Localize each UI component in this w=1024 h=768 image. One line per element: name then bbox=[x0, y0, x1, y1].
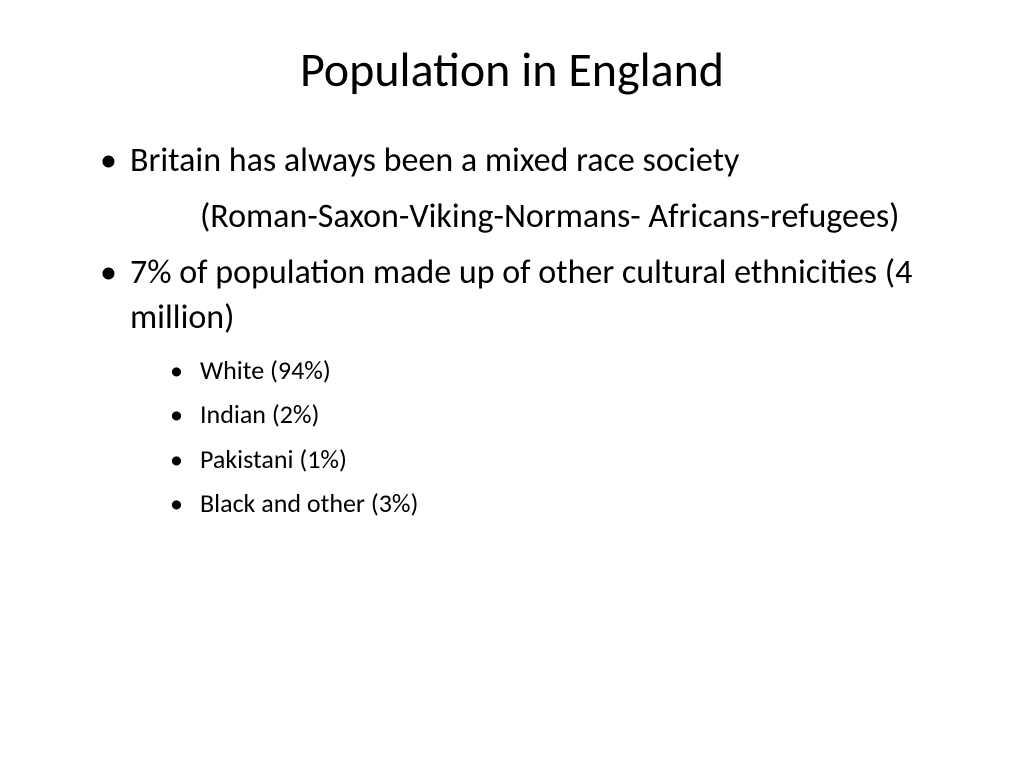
sub-bullet-1: White (94%) bbox=[170, 352, 964, 388]
slide-title: Population in England bbox=[60, 40, 964, 99]
sub-bullet-3: Pakistani (1%) bbox=[170, 441, 964, 477]
bullet-list: Britain has always been a mixed race soc… bbox=[60, 139, 964, 521]
bullet-item-1: Britain has always been a mixed race soc… bbox=[100, 139, 964, 183]
bullet-item-2: 7% of population made up of other cultur… bbox=[100, 251, 964, 339]
slide-container: Population in England Britain has always… bbox=[0, 0, 1024, 768]
sub-bullet-4: Black and other (3%) bbox=[170, 485, 964, 521]
bullet-item-1-subtext: (Roman-Saxon-Viking-Normans- Africans-re… bbox=[100, 195, 964, 239]
sub-bullet-2: Indian (2%) bbox=[170, 396, 964, 432]
